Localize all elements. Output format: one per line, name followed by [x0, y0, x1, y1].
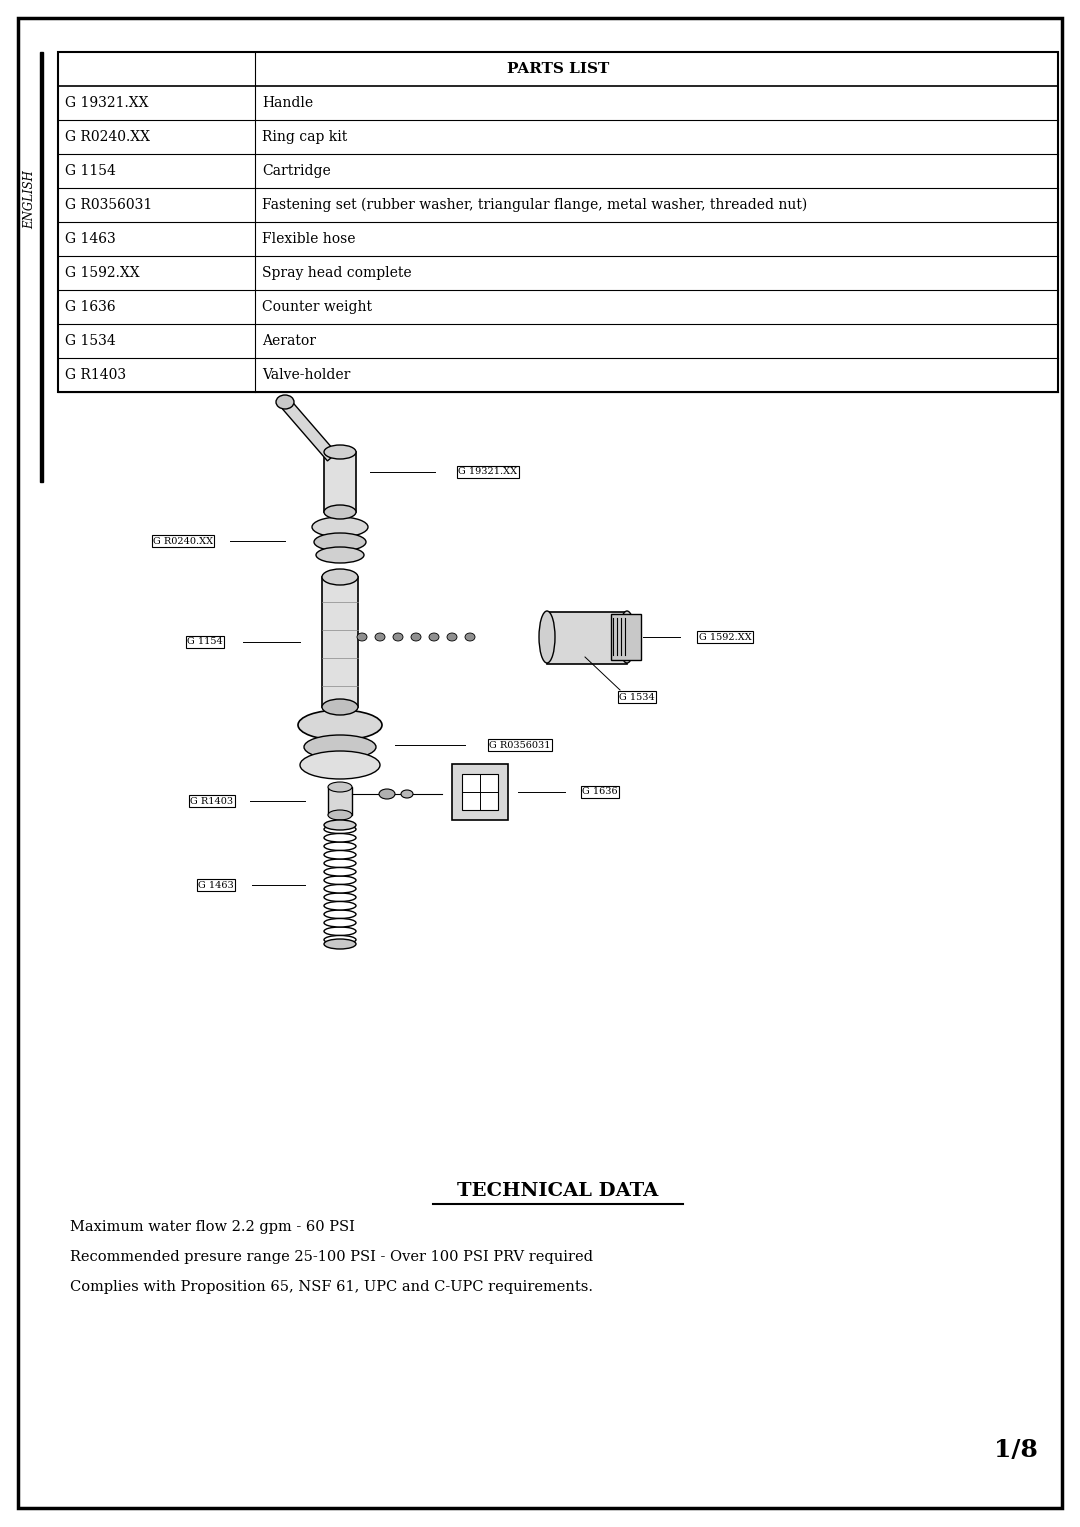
- Text: Cartridge: Cartridge: [262, 163, 330, 179]
- Ellipse shape: [324, 860, 356, 867]
- Ellipse shape: [465, 634, 475, 641]
- Bar: [462, 774, 498, 809]
- Text: PARTS LIST: PARTS LIST: [507, 63, 609, 76]
- Ellipse shape: [401, 789, 413, 799]
- Ellipse shape: [324, 939, 356, 948]
- Bar: [546, 612, 627, 664]
- Ellipse shape: [324, 919, 356, 927]
- Ellipse shape: [328, 782, 352, 793]
- Ellipse shape: [322, 570, 357, 585]
- Text: G 1592.XX: G 1592.XX: [65, 266, 139, 279]
- Text: ENGLISH: ENGLISH: [24, 171, 37, 229]
- Ellipse shape: [429, 634, 438, 641]
- Bar: [611, 614, 642, 660]
- Bar: [322, 577, 357, 707]
- Text: Ring cap kit: Ring cap kit: [262, 130, 348, 144]
- Ellipse shape: [316, 547, 364, 563]
- Ellipse shape: [300, 751, 380, 779]
- Bar: [328, 786, 352, 815]
- Text: G 1636: G 1636: [582, 788, 618, 797]
- Ellipse shape: [324, 893, 356, 901]
- Text: Flexible hose: Flexible hose: [262, 232, 355, 246]
- Text: G 19321.XX: G 19321.XX: [65, 96, 149, 110]
- Ellipse shape: [393, 634, 403, 641]
- Text: 1/8: 1/8: [994, 1438, 1038, 1461]
- Ellipse shape: [324, 876, 356, 884]
- Text: Recommended presure range 25-100 PSI - Over 100 PSI PRV required: Recommended presure range 25-100 PSI - O…: [70, 1251, 593, 1264]
- Ellipse shape: [324, 901, 356, 910]
- Text: G R0356031: G R0356031: [65, 199, 152, 212]
- Ellipse shape: [324, 851, 356, 860]
- Bar: [453, 764, 508, 820]
- Text: Aerator: Aerator: [262, 334, 316, 348]
- Bar: [40, 52, 42, 483]
- Text: G R0356031: G R0356031: [489, 741, 551, 750]
- Text: TECHNICAL DATA: TECHNICAL DATA: [457, 1182, 659, 1200]
- Ellipse shape: [324, 927, 356, 936]
- Text: Handle: Handle: [262, 96, 313, 110]
- Text: G 1636: G 1636: [65, 299, 116, 315]
- Ellipse shape: [324, 867, 356, 876]
- Ellipse shape: [324, 444, 356, 460]
- Ellipse shape: [328, 809, 352, 820]
- FancyArrow shape: [283, 402, 337, 461]
- Ellipse shape: [619, 611, 635, 663]
- Ellipse shape: [276, 395, 294, 409]
- Ellipse shape: [324, 505, 356, 519]
- Ellipse shape: [324, 825, 356, 834]
- Ellipse shape: [539, 611, 555, 663]
- Text: Fastening set (rubber washer, triangular flange, metal washer, threaded nut): Fastening set (rubber washer, triangular…: [262, 199, 807, 212]
- Text: G 1154: G 1154: [187, 637, 222, 646]
- Text: G R0240.XX: G R0240.XX: [153, 536, 213, 545]
- Ellipse shape: [312, 518, 368, 538]
- Text: G R0240.XX: G R0240.XX: [65, 130, 150, 144]
- Text: Counter weight: Counter weight: [262, 299, 372, 315]
- Ellipse shape: [324, 834, 356, 841]
- Text: G R1403: G R1403: [190, 797, 233, 806]
- Text: G 1154: G 1154: [65, 163, 116, 179]
- Bar: [324, 452, 356, 512]
- Ellipse shape: [324, 910, 356, 919]
- Text: G 1534: G 1534: [65, 334, 116, 348]
- Text: G 19321.XX: G 19321.XX: [458, 467, 517, 476]
- Ellipse shape: [298, 710, 382, 741]
- Text: G R1403: G R1403: [65, 368, 126, 382]
- Ellipse shape: [322, 699, 357, 715]
- Ellipse shape: [324, 936, 356, 944]
- Ellipse shape: [324, 884, 356, 893]
- Text: G 1534: G 1534: [619, 693, 654, 701]
- Bar: [58, 52, 1058, 392]
- Text: G 1592.XX: G 1592.XX: [699, 632, 752, 641]
- Ellipse shape: [303, 734, 376, 759]
- Ellipse shape: [314, 533, 366, 551]
- Text: Valve-holder: Valve-holder: [262, 368, 350, 382]
- Text: Spray head complete: Spray head complete: [262, 266, 411, 279]
- Text: Maximum water flow 2.2 gpm - 60 PSI: Maximum water flow 2.2 gpm - 60 PSI: [70, 1220, 355, 1234]
- Ellipse shape: [447, 634, 457, 641]
- Ellipse shape: [357, 634, 367, 641]
- Ellipse shape: [411, 634, 421, 641]
- Ellipse shape: [375, 634, 384, 641]
- Text: Complies with Proposition 65, NSF 61, UPC and C-UPC requirements.: Complies with Proposition 65, NSF 61, UP…: [70, 1280, 593, 1293]
- Text: G 1463: G 1463: [198, 881, 234, 890]
- Ellipse shape: [324, 841, 356, 851]
- Ellipse shape: [379, 789, 395, 799]
- Ellipse shape: [324, 820, 356, 831]
- Text: G 1463: G 1463: [65, 232, 116, 246]
